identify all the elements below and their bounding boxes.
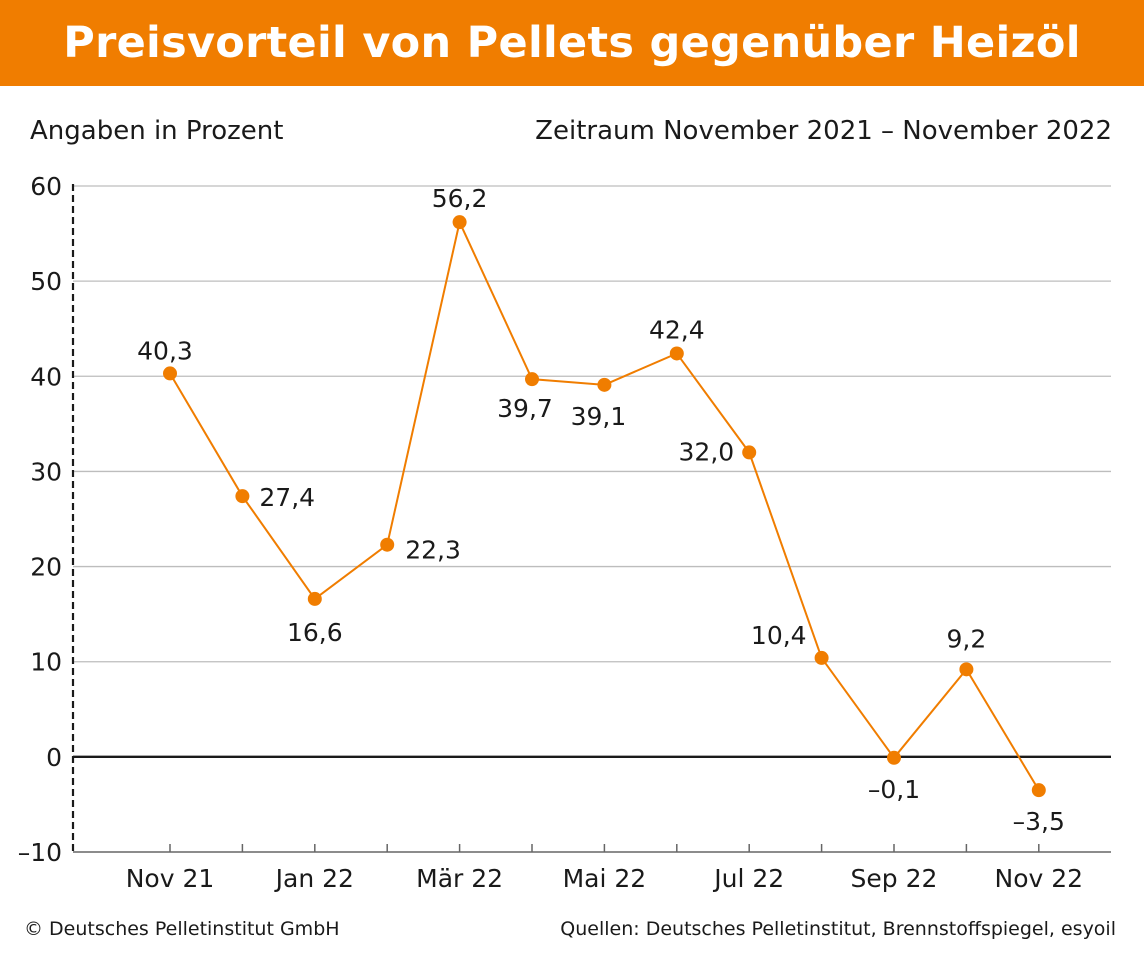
x-tick-label: Nov 21 (126, 864, 215, 893)
x-tick-label: Mär 22 (416, 864, 503, 893)
data-label: 39,1 (571, 402, 627, 431)
data-point (1031, 783, 1046, 798)
chart-title: Preisvorteil von Pellets gegenüber Heizö… (63, 18, 1081, 68)
data-label: 42,4 (649, 315, 705, 344)
data-point (452, 215, 467, 230)
data-point (307, 591, 322, 606)
data-label: 10,4 (751, 621, 807, 650)
unit-note: Angaben in Prozent (30, 116, 284, 146)
data-point (669, 346, 684, 361)
data-label: –0,1 (868, 775, 920, 804)
y-tick-label: 50 (30, 267, 62, 296)
data-point (597, 377, 612, 392)
sources-note: Quellen: Deutsches Pelletinstitut, Brenn… (560, 918, 1116, 940)
data-point (959, 662, 974, 677)
data-point (235, 489, 250, 504)
y-tick-label: 40 (30, 362, 62, 391)
y-tick-label: 0 (46, 743, 62, 772)
data-point (525, 372, 539, 387)
data-label: 56,2 (432, 184, 488, 213)
data-label: 22,3 (405, 536, 461, 565)
data-point (163, 366, 177, 381)
data-point (814, 650, 829, 665)
x-tick-label: Jan 22 (274, 864, 354, 893)
y-tick-label: 60 (30, 172, 62, 201)
title-banner: Preisvorteil von Pellets gegenüber Heizö… (0, 0, 1144, 86)
data-point (887, 750, 901, 765)
period-note: Zeitraum November 2021 – November 2022 (535, 116, 1112, 146)
data-point (380, 537, 395, 552)
y-tick-label: 10 (30, 648, 62, 677)
data-label: 32,0 (679, 437, 735, 466)
x-tick-label: Nov 22 (995, 864, 1084, 893)
data-label: 27,4 (259, 483, 315, 512)
x-tick-label: Mai 22 (563, 864, 647, 893)
x-tick-label: Sep 22 (851, 864, 938, 893)
y-tick-label: 20 (30, 553, 62, 582)
copyright-note: © Deutsches Pelletinstitut GmbH (24, 918, 340, 940)
data-label: –3,5 (1013, 807, 1065, 836)
x-tick-label: Jul 22 (712, 864, 784, 893)
data-label: 40,3 (137, 336, 193, 365)
data-label: 16,6 (287, 618, 343, 647)
data-label: 39,7 (497, 394, 553, 423)
data-label: 9,2 (947, 624, 987, 653)
y-tick-label: 30 (30, 457, 62, 486)
y-tick-label: –10 (18, 838, 62, 867)
data-point (742, 445, 757, 460)
